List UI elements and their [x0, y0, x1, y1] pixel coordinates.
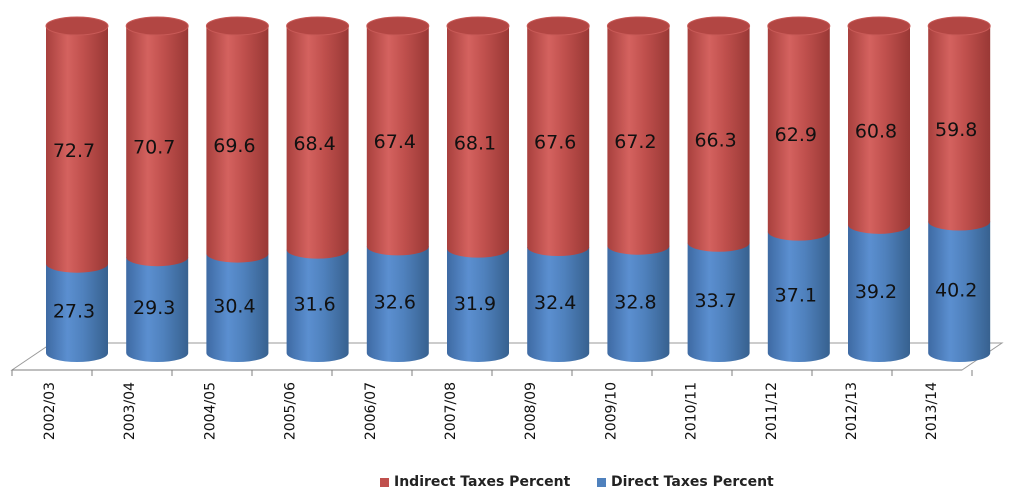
bar-indirect-2004/05	[206, 26, 269, 263]
bar-indirect-2002/03	[46, 26, 108, 273]
bar-indirect-2013/14	[928, 26, 991, 231]
x-axis-tick-labels: 2002/03 2003/04 2004/05 2005/06 2006/07 2007/…	[42, 382, 940, 440]
bar-top-cap-2011/12	[767, 16, 831, 36]
data-label-direct: 32.6	[374, 292, 416, 314]
data-label-direct: 40.2	[935, 279, 977, 301]
data-label-direct: 30.4	[213, 295, 255, 317]
bar-direct-2009/10	[607, 245, 670, 362]
bar-top-cap-2006/07	[366, 16, 430, 36]
x-tick-label: 2006/07	[363, 382, 379, 440]
data-label-indirect: 67.4	[374, 131, 416, 153]
bar-indirect-2007/08	[447, 26, 509, 258]
bar-indirect-2008/09	[527, 26, 590, 257]
bar-direct-2006/07	[366, 246, 429, 362]
data-label-direct: 37.1	[775, 284, 817, 306]
bar-top-cap-2002/03	[45, 16, 109, 36]
data-label-indirect: 67.6	[534, 132, 576, 154]
legend-swatch-indirect	[380, 477, 389, 487]
data-label-direct: 32.4	[534, 292, 576, 314]
data-label-indirect: 60.8	[855, 120, 897, 142]
x-tick-label: 2011/12	[764, 382, 780, 440]
x-tick-label: 2002/03	[42, 382, 58, 440]
bar-direct-2003/04	[126, 257, 189, 362]
bar-top-cap-2003/04	[125, 16, 189, 36]
x-tick-label: 2005/06	[283, 382, 299, 440]
bar-direct-2005/06	[286, 249, 349, 362]
bar-indirect-2009/10	[607, 26, 670, 255]
bar-top-cap-2010/11	[687, 16, 751, 36]
x-tick-label: 2012/13	[844, 382, 860, 440]
x-tick-label: 2003/04	[122, 382, 138, 440]
x-tick-label: 2013/14	[924, 382, 940, 440]
legend-label-direct: Direct Taxes Percent	[611, 474, 774, 490]
data-label-indirect: 68.1	[454, 132, 496, 154]
bar-indirect-2006/07	[366, 26, 429, 256]
legend-item-direct: Direct Taxes Percent	[597, 474, 774, 490]
bar-direct-2007/08	[447, 248, 509, 362]
data-label-indirect: 70.7	[133, 137, 175, 159]
legend-label-indirect: Indirect Taxes Percent	[394, 474, 571, 490]
data-label-direct: 39.2	[855, 281, 897, 303]
bar-indirect-2012/13	[848, 26, 910, 234]
bar-direct-2011/12	[767, 231, 830, 362]
x-tick-label: 2010/11	[684, 382, 700, 440]
bar-top-cap-2005/06	[286, 16, 350, 36]
bar-direct-2008/09	[527, 247, 590, 362]
bar-direct-2004/05	[206, 253, 269, 362]
value-labels-group: 27.3 72.7 29.3 70.7 30.4 69.6 31.6 68.4 32.6 67.4…	[53, 119, 978, 323]
bar-direct-2010/11	[687, 242, 750, 362]
bar-indirect-2011/12	[767, 26, 830, 241]
x-tick-label: 2009/10	[603, 382, 619, 440]
data-label-direct: 31.6	[293, 293, 335, 315]
legend: Indirect Taxes Percent Direct Taxes Perc…	[0, 474, 1013, 494]
bar-top-cap-2007/08	[446, 16, 510, 36]
data-label-indirect: 72.7	[53, 140, 95, 162]
bar-direct-2012/13	[848, 224, 910, 362]
data-label-indirect: 68.4	[293, 133, 335, 155]
bar-top-cap-2008/09	[526, 16, 590, 36]
x-tick-label: 2008/09	[523, 382, 539, 440]
bar-indirect-2010/11	[687, 26, 750, 252]
data-label-direct: 27.3	[53, 300, 95, 322]
data-label-direct: 33.7	[694, 290, 736, 312]
x-tick-label: 2007/08	[443, 382, 459, 440]
legend-item-indirect: Indirect Taxes Percent	[380, 474, 570, 490]
data-label-direct: 31.9	[454, 293, 496, 315]
bars-group	[45, 16, 991, 362]
bar-top-cap-2012/13	[847, 16, 911, 36]
bar-direct-2013/14	[928, 221, 991, 362]
data-label-direct: 29.3	[133, 297, 175, 319]
data-label-indirect: 69.6	[213, 135, 255, 157]
bar-top-cap-2009/10	[606, 16, 670, 36]
data-label-indirect: 66.3	[694, 129, 736, 151]
x-tick-label: 2004/05	[202, 382, 218, 440]
bar-top-cap-2013/14	[927, 16, 991, 36]
data-label-indirect: 59.8	[935, 119, 977, 141]
data-label-indirect: 67.2	[614, 131, 656, 153]
legend-swatch-direct	[597, 477, 606, 487]
data-label-indirect: 62.9	[775, 124, 817, 146]
data-label-direct: 32.8	[614, 291, 656, 313]
bar-indirect-2005/06	[286, 26, 349, 259]
bar-direct-2002/03	[46, 263, 108, 362]
bar-top-cap-2004/05	[205, 16, 269, 36]
bar-indirect-2003/04	[126, 26, 189, 267]
